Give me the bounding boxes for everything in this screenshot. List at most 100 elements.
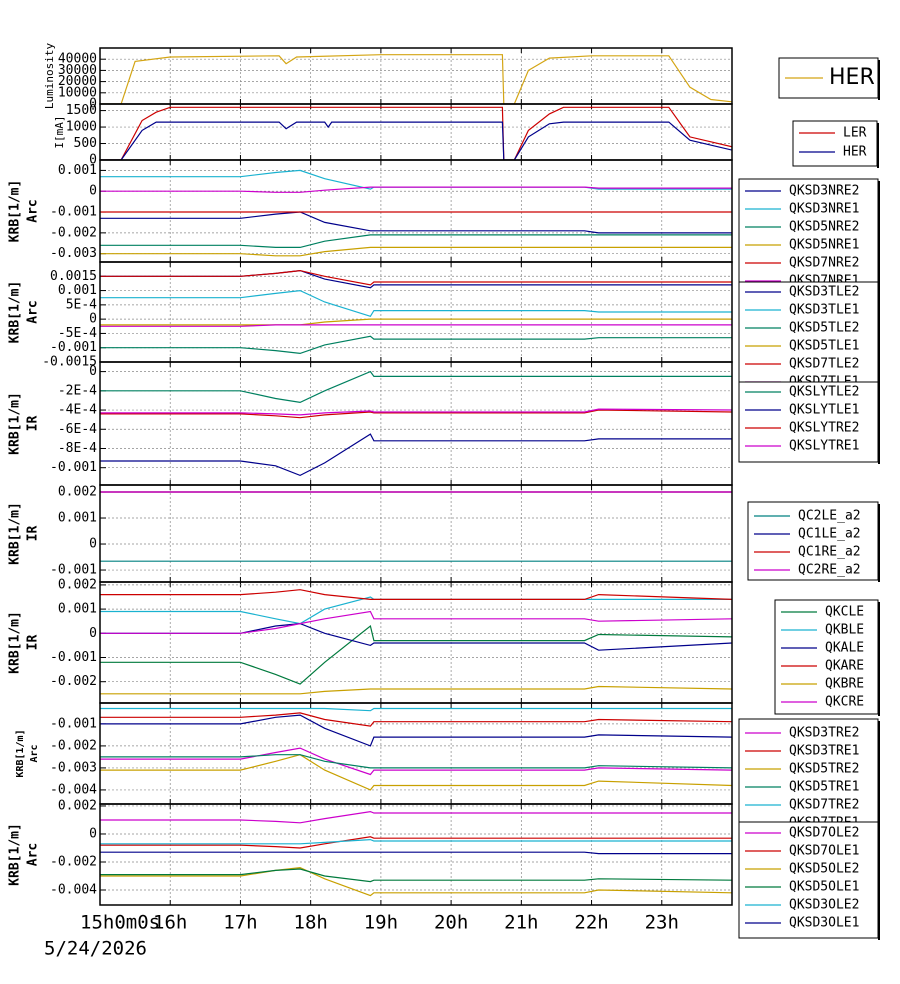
y-tick-label: 10000 — [58, 85, 97, 100]
y-tick-label: 30000 — [58, 63, 97, 78]
plot-frame — [99, 484, 733, 583]
legend-label: QKALE — [825, 641, 864, 656]
series-line — [100, 335, 732, 355]
x-tick-label: 22h — [574, 912, 608, 934]
y-axis-label: KRB[1/m] — [8, 611, 23, 674]
x-tick-label: 16h — [153, 912, 187, 934]
series-line — [100, 121, 732, 160]
series-line — [100, 246, 732, 257]
y-axis-label: Arc — [26, 199, 41, 222]
y-tick-label: 0.002 — [58, 577, 97, 592]
series-line — [100, 866, 732, 897]
y-axis-label: IR — [26, 526, 41, 542]
legend-label: QKSD5TLE1 — [789, 339, 859, 354]
series-line — [100, 714, 732, 747]
y-tick-label: -5E-4 — [58, 326, 97, 341]
y-axis-label: Arc — [29, 744, 40, 762]
series-line — [100, 754, 732, 791]
y-tick-label: 40000 — [58, 52, 97, 67]
legend-shadow — [878, 181, 880, 300]
y-tick-label: 500 — [74, 136, 97, 151]
legend-shadow — [878, 284, 880, 396]
legend-label: QKSD3TRE2 — [789, 726, 859, 741]
plot-frame — [99, 361, 733, 486]
plot-frame — [99, 159, 733, 263]
y-tick-label: 0.001 — [58, 163, 97, 178]
y-tick-label: 0.002 — [58, 485, 97, 500]
date-label: 5/24/2026 — [44, 938, 147, 960]
legend-shadow — [878, 721, 880, 838]
y-axis-label: Arc — [26, 300, 41, 323]
y-tick-label: 0 — [89, 184, 97, 199]
series-line — [100, 318, 732, 326]
y-tick-label: -0.004 — [50, 782, 97, 797]
series-line — [100, 234, 732, 248]
legend-label: QKSD5TLE2 — [789, 321, 859, 336]
y-axis-label: KRB[1/m] — [15, 729, 26, 777]
plot-frame — [99, 103, 733, 161]
series-line — [100, 685, 732, 695]
legend-label: QKSD5TRE2 — [789, 762, 859, 777]
legend-label: QKBRE — [825, 677, 864, 692]
legend-label: QKSD5OLE1 — [789, 880, 859, 895]
y-tick-label: -0.002 — [50, 225, 97, 240]
y-axis-label: Luminosity — [43, 43, 56, 110]
series-line — [100, 624, 732, 685]
series-line — [100, 324, 732, 327]
series-line — [100, 269, 732, 289]
y-tick-label: 0 — [89, 826, 97, 841]
y-axis-label: IR — [26, 635, 41, 651]
legend-label: QKSD3TLE2 — [789, 285, 859, 300]
legend-label: QKSD5NRE1 — [789, 238, 859, 253]
legend-label: QKCLE — [825, 605, 864, 620]
legend-label: HER — [843, 145, 867, 160]
legend-box — [792, 120, 878, 167]
y-tick-label: -0.001 — [50, 716, 97, 731]
y-tick-label: -0.001 — [50, 340, 97, 355]
legend-label: QKSD7NRE2 — [789, 256, 859, 271]
legend-label: LER — [843, 126, 867, 141]
legend-label: QKSD3OLE2 — [789, 898, 859, 913]
y-tick-label: 1500 — [66, 103, 97, 118]
legend-shadow — [878, 602, 880, 716]
legend-box — [774, 599, 879, 715]
y-tick-label: -0.0015 — [42, 355, 97, 370]
legend-label: QKSLYTRE2 — [789, 421, 859, 436]
legend-label: QKSD3TRE1 — [789, 744, 859, 759]
legend-box — [738, 821, 879, 939]
legend-shadow — [878, 60, 880, 100]
series-line — [100, 712, 732, 727]
legend-label: QKCRE — [825, 695, 864, 710]
legend-label: QKBLE — [825, 623, 864, 638]
y-axis-label: KRB[1/m] — [8, 180, 23, 243]
series-line — [100, 707, 732, 712]
series-line — [100, 54, 732, 104]
legend-label: QKSD3TLE1 — [789, 303, 859, 318]
legend-box — [738, 281, 879, 395]
y-axis-label: KRB[1/m] — [8, 281, 23, 344]
y-tick-label: -0.001 — [50, 563, 97, 578]
y-tick-label: 0 — [89, 97, 97, 112]
y-tick-label: 0.0015 — [50, 269, 97, 284]
y-tick-label: 0 — [89, 537, 97, 552]
series-line — [100, 589, 732, 600]
y-tick-label: -0.003 — [50, 246, 97, 261]
y-axis-label: KRB[1/m] — [8, 392, 23, 455]
x-tick-label: 18h — [294, 912, 328, 934]
series-line — [100, 186, 732, 193]
y-axis-label: KRB[1/m] — [8, 502, 23, 565]
legend-box — [747, 501, 879, 581]
y-axis-label: KRB[1/m] — [8, 823, 23, 886]
series-line — [100, 408, 732, 416]
series-line — [100, 754, 732, 769]
x-tick-label: 15h0m0s — [80, 912, 160, 934]
legend-label: QKSLYTLE2 — [789, 385, 859, 400]
legend-shadow — [878, 384, 880, 464]
series-line — [100, 836, 732, 849]
y-tick-label: 5E-4 — [66, 297, 97, 312]
y-tick-label: 1000 — [66, 120, 97, 135]
legend-shadow — [878, 504, 880, 582]
series-line — [100, 269, 732, 286]
legend-label: QKSD3NRE1 — [789, 202, 859, 217]
